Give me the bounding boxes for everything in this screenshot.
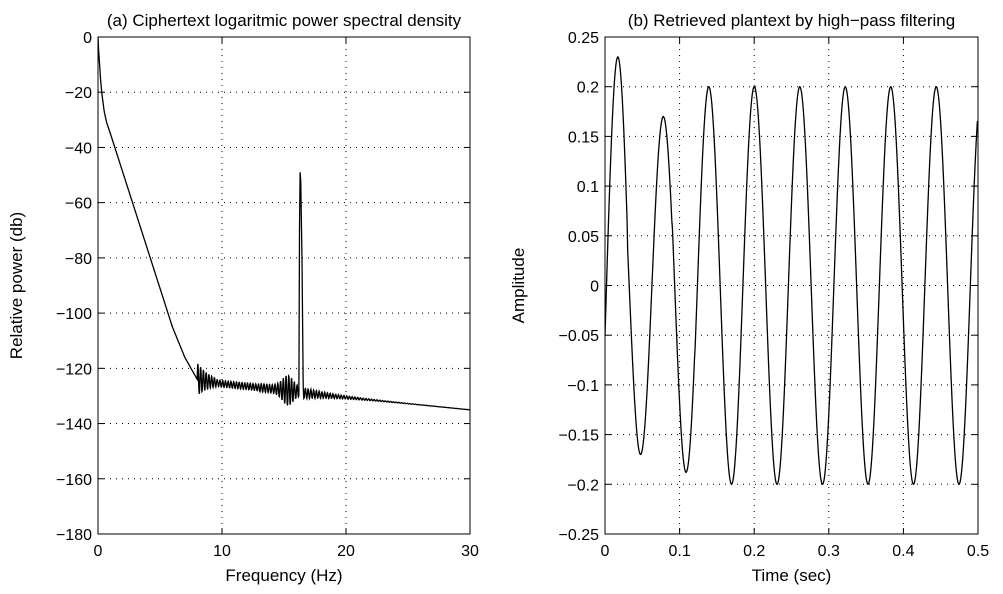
x-tick-label: 0.1 xyxy=(668,543,690,560)
chart-title: (a) Ciphertext logaritmic power spectral… xyxy=(107,11,462,30)
y-tick-label: 0 xyxy=(83,30,92,47)
y-tick-label: −120 xyxy=(56,361,92,378)
y-tick-label: −140 xyxy=(56,417,92,434)
y-tick-label: −0.1 xyxy=(567,378,599,395)
x-tick-label: 0 xyxy=(94,543,103,560)
x-axis-label: Frequency (Hz) xyxy=(225,566,342,585)
chart-title: (b) Retrieved plantext by high−pass filt… xyxy=(628,11,955,30)
y-tick-label: 0.25 xyxy=(568,30,599,47)
axes-frame xyxy=(97,36,471,535)
x-tick-label: 30 xyxy=(461,543,479,560)
y-tick-label: −40 xyxy=(65,140,92,157)
chart-psd: 0 10 20 30 0 −20 −40 −60 −80 −100 −120 −140 −160 −180… xyxy=(7,11,479,585)
y-tick-label: −0.15 xyxy=(559,428,600,445)
y-axis-label: Amplitude xyxy=(509,248,528,324)
y-tick-label: −100 xyxy=(56,306,92,323)
chart-retrieved-plaintext: 0 0.1 0.2 0.3 0.4 0.5 0.25 0.2 0.15 0.1 0.05 0 −0.05… xyxy=(509,11,989,585)
x-tick-label: 10 xyxy=(213,543,231,560)
x-tick-label: 0.5 xyxy=(967,543,989,560)
y-axis-label: Relative power (db) xyxy=(7,212,26,359)
x-axis-label: Time (sec) xyxy=(752,566,832,585)
y-tick-label: −0.05 xyxy=(559,328,600,345)
x-tick-label: 0 xyxy=(601,543,610,560)
y-tick-label: −0.2 xyxy=(567,477,599,494)
y-tick-label: −60 xyxy=(65,196,92,213)
x-tick-label: 20 xyxy=(337,543,355,560)
series-line xyxy=(605,56,978,486)
y-tick-label: 0.05 xyxy=(568,229,599,246)
y-tick-label: 0.15 xyxy=(568,129,599,146)
y-tick-label: 0 xyxy=(590,279,599,296)
y-tick-label: −80 xyxy=(65,251,92,268)
x-tick-label: 0.4 xyxy=(892,543,914,560)
y-tick-label: 0.1 xyxy=(577,179,599,196)
y-tick-label: −20 xyxy=(65,85,92,102)
y-tick-label: −180 xyxy=(56,527,92,544)
series-line xyxy=(98,37,470,411)
x-tick-label: 0.3 xyxy=(818,543,840,560)
y-tick-label: 0.2 xyxy=(577,80,599,97)
y-tick-label: −0.25 xyxy=(559,527,600,544)
y-tick-label: −160 xyxy=(56,472,92,489)
x-tick-label: 0.2 xyxy=(743,543,765,560)
